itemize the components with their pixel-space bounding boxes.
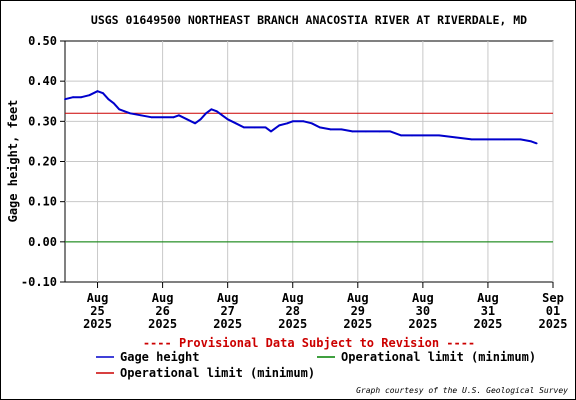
x-tick-label-year: 2025 xyxy=(83,317,112,331)
usgs-credit: Graph courtesy of the U.S. Geological Su… xyxy=(356,386,568,395)
gage-height-point xyxy=(64,98,66,101)
gage-height-point xyxy=(470,138,473,141)
x-tick-label-year: 2025 xyxy=(539,317,568,331)
y-axis-label: Gage height, feet xyxy=(6,100,20,223)
x-tick-label-day: 25 xyxy=(90,304,104,318)
y-tick-label: 0.30 xyxy=(28,114,57,128)
gage-height-point xyxy=(178,114,180,117)
gage-height-point xyxy=(186,118,188,121)
legend-label-operational-limit-green: Operational limit (minimum) xyxy=(341,350,536,364)
operational-limit-lines xyxy=(65,112,553,243)
provisional-annotation: ---- Provisional Data Subject to Revisio… xyxy=(143,336,475,350)
x-tick-label-day: 26 xyxy=(155,304,169,318)
gage-height-point xyxy=(226,118,229,121)
gage-height-point xyxy=(234,122,237,125)
gage-height-point xyxy=(318,126,321,129)
gage-height-point xyxy=(199,118,202,121)
x-tick-label-month: Aug xyxy=(282,291,304,305)
x-tick-label-month: Aug xyxy=(347,291,369,305)
y-tick-label: 0.50 xyxy=(28,34,57,48)
gage-height-point xyxy=(161,116,164,119)
gage-height-point xyxy=(96,90,99,93)
gage-height-point xyxy=(329,128,332,131)
gage-height-point xyxy=(270,130,272,133)
gage-height-point xyxy=(291,120,294,123)
gage-height-point xyxy=(112,102,115,105)
x-tick-label-month: Aug xyxy=(87,291,109,305)
gage-height-point xyxy=(210,108,213,111)
y-tick-label: 0.20 xyxy=(28,155,57,169)
series-group xyxy=(64,90,538,145)
x-tick-label-year: 2025 xyxy=(278,317,307,331)
gage-height-point xyxy=(150,116,153,119)
gage-height-point xyxy=(221,114,224,117)
gage-height-point xyxy=(80,96,83,99)
x-tick-label-year: 2025 xyxy=(213,317,242,331)
gage-height-point xyxy=(118,108,121,111)
gage-height-point xyxy=(88,94,91,97)
gage-height-point xyxy=(278,124,281,127)
gage-height-point xyxy=(215,110,218,113)
x-tick-label-month: Aug xyxy=(152,291,174,305)
y-tick-label: 0.40 xyxy=(28,74,57,88)
gage-height-point xyxy=(129,112,132,115)
x-tick-label-day: 29 xyxy=(351,304,365,318)
gage-height-point xyxy=(172,116,175,119)
gage-height-point xyxy=(194,122,197,125)
legend-label-operational-limit-red: Operational limit (minimum) xyxy=(120,366,315,380)
x-tick-label-day: 27 xyxy=(220,304,234,318)
gage-height-point xyxy=(102,92,104,95)
legend-label-gage-height: Gage height xyxy=(120,350,199,364)
gage-height-point xyxy=(365,130,367,133)
gage-height-point xyxy=(140,114,142,117)
x-tick-label-year: 2025 xyxy=(408,317,437,331)
x-tick-label-day: 28 xyxy=(286,304,300,318)
gage-height-point xyxy=(123,110,126,113)
gage-height-point xyxy=(302,120,305,123)
x-tick-label-year: 2025 xyxy=(473,317,502,331)
gage-height-point xyxy=(378,130,381,133)
x-tick-label-month: Aug xyxy=(477,291,499,305)
gage-height-point xyxy=(72,96,74,99)
gage-height-point xyxy=(286,122,289,125)
gage-height-point xyxy=(243,126,245,129)
gage-height-point xyxy=(253,126,256,129)
gage-height-point xyxy=(503,138,506,141)
legend: Gage height Operational limit (minimum) … xyxy=(96,350,536,380)
y-tick-label: 0.00 xyxy=(28,235,57,249)
gage-height-point xyxy=(422,134,424,137)
gage-height-point xyxy=(438,134,440,137)
x-tick-labels: Aug252025Aug262025Aug272025Aug282025Aug2… xyxy=(83,291,567,331)
x-tick-label-day: 30 xyxy=(416,304,430,318)
x-tick-label-month: Sep xyxy=(542,291,564,305)
gage-height-point xyxy=(310,122,313,125)
gage-height-point xyxy=(519,138,522,141)
x-tick-label-day: 31 xyxy=(481,304,495,318)
gage-height-point xyxy=(535,142,538,145)
x-tick-label-year: 2025 xyxy=(148,317,177,331)
gage-height-line xyxy=(64,90,538,145)
gage-height-point xyxy=(264,126,267,129)
gage-height-point xyxy=(411,134,413,137)
x-tick-label-month: Aug xyxy=(217,291,239,305)
y-tick-label: -0.10 xyxy=(21,275,57,289)
gage-height-point xyxy=(400,134,403,137)
chart-title: USGS 01649500 NORTHEAST BRANCH ANACOSTIA… xyxy=(91,13,527,27)
gage-height-point xyxy=(530,140,533,143)
y-tick-label: 0.10 xyxy=(28,195,57,209)
x-tick-label-day: 01 xyxy=(546,304,560,318)
gage-height-point xyxy=(205,112,207,115)
gage-height-point xyxy=(340,128,343,131)
gage-height-point xyxy=(351,130,354,133)
y-tick-labels: 0.50 0.40 0.30 0.20 0.10 0.00 -0.10 xyxy=(21,34,57,289)
gage-height-point xyxy=(389,130,392,133)
x-tick-label-month: Aug xyxy=(412,291,434,305)
x-tick-label-year: 2025 xyxy=(343,317,372,331)
gage-height-point xyxy=(107,98,110,101)
gage-height-point xyxy=(487,138,489,141)
gage-height-point xyxy=(454,136,457,139)
